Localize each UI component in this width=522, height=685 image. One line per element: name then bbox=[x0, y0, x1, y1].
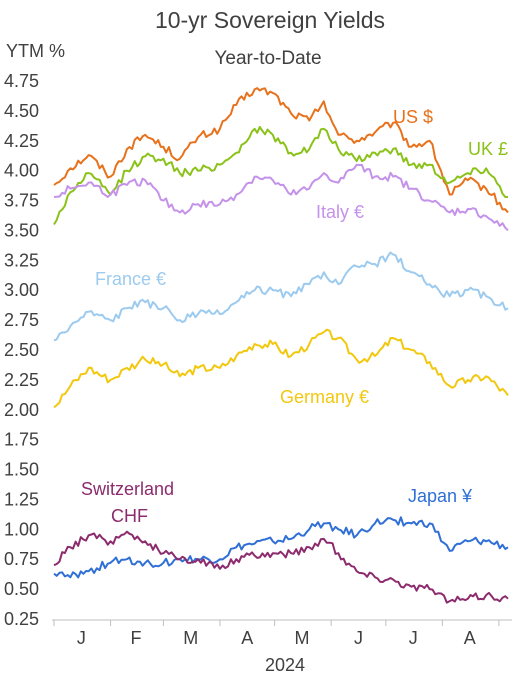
label-italy: Italy € bbox=[316, 202, 364, 222]
y-tick-label: 3.25 bbox=[4, 250, 39, 270]
x-month-label: F bbox=[131, 628, 142, 648]
y-tick-label: 1.25 bbox=[4, 489, 39, 509]
y-axis-ticks: 4.75 4.50 4.25 4.00 3.75 3.50 3.25 3.00 2.75 2.50… bbox=[4, 71, 39, 629]
series-lines bbox=[53, 87, 509, 604]
y-tick-label: 4.25 bbox=[4, 131, 39, 151]
y-tick-label: 2.25 bbox=[4, 370, 39, 390]
label-france: France € bbox=[95, 269, 166, 289]
series-line-us bbox=[53, 87, 509, 214]
x-month-label: M bbox=[294, 628, 309, 648]
series-line-japan bbox=[53, 516, 509, 579]
y-tick-label: 2.00 bbox=[4, 400, 39, 420]
y-tick-label: 2.50 bbox=[4, 340, 39, 360]
x-month-label: J bbox=[77, 628, 86, 648]
y-tick-label: 2.75 bbox=[4, 310, 39, 330]
label-germany: Germany € bbox=[280, 387, 369, 407]
chart-title: 10-yr Sovereign Yields bbox=[155, 7, 385, 33]
x-month-label: J bbox=[409, 628, 418, 648]
y-tick-label: 1.50 bbox=[4, 460, 39, 480]
y-tick-label: 4.75 bbox=[4, 71, 39, 91]
y-tick-label: 1.75 bbox=[4, 430, 39, 450]
label-switzerland: Switzerland bbox=[81, 479, 174, 499]
y-tick-label: 3.50 bbox=[4, 220, 39, 240]
y-tick-label: 4.00 bbox=[4, 161, 39, 181]
y-tick-label: 0.50 bbox=[4, 579, 39, 599]
y-tick-label: 3.00 bbox=[4, 280, 39, 300]
y-tick-label: 3.75 bbox=[4, 191, 39, 211]
y-tick-label: 4.50 bbox=[4, 101, 39, 121]
label-uk: UK £ bbox=[468, 139, 508, 159]
series-line-switzerland-chf bbox=[53, 530, 509, 604]
x-axis-year-label: 2024 bbox=[265, 655, 305, 675]
x-month-label: J bbox=[354, 628, 363, 648]
y-tick-label: 1.00 bbox=[4, 519, 39, 539]
y-tick-label: 0.25 bbox=[4, 609, 39, 629]
x-month-label: M bbox=[183, 628, 198, 648]
inline-labels: US $ UK £ Italy € France € Germany € Swi… bbox=[81, 107, 508, 526]
label-chf: CHF bbox=[111, 506, 148, 526]
chart-subtitle: Year-to-Date bbox=[214, 48, 321, 69]
series-line-italy bbox=[53, 163, 509, 232]
x-axis-ticks bbox=[53, 620, 500, 626]
series-line-germany bbox=[53, 328, 509, 409]
x-month-label: A bbox=[464, 628, 476, 648]
series-line-uk bbox=[53, 125, 508, 226]
label-us: US $ bbox=[393, 107, 433, 127]
series-line-france bbox=[53, 251, 509, 342]
label-japan: Japan ¥ bbox=[408, 486, 473, 506]
y-axis-label: YTM % bbox=[6, 41, 65, 61]
y-tick-label: 0.75 bbox=[4, 549, 39, 569]
x-month-label: A bbox=[241, 628, 253, 648]
